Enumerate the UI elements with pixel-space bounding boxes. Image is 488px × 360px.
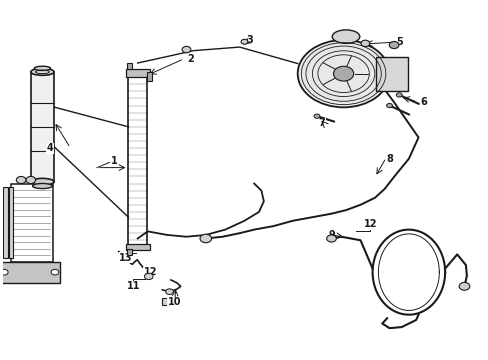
Text: 1: 1: [110, 156, 117, 166]
Text: 12: 12: [363, 219, 376, 229]
Ellipse shape: [31, 178, 54, 185]
Bar: [0, 261, 60, 283]
Ellipse shape: [34, 66, 50, 71]
Bar: [125, 244, 149, 250]
Circle shape: [241, 39, 247, 44]
Circle shape: [0, 269, 8, 275]
Text: 5: 5: [395, 37, 402, 47]
Circle shape: [388, 41, 398, 49]
Bar: [9, 187, 13, 258]
Circle shape: [326, 235, 336, 242]
Circle shape: [51, 269, 59, 275]
Bar: [125, 69, 149, 77]
Text: 9: 9: [327, 230, 334, 240]
Text: 8: 8: [386, 154, 392, 164]
Bar: [31, 72, 54, 182]
Bar: [128, 70, 146, 247]
Ellipse shape: [331, 30, 359, 43]
Circle shape: [182, 46, 190, 53]
Circle shape: [458, 283, 469, 290]
Text: 6: 6: [419, 97, 426, 107]
Circle shape: [333, 66, 353, 81]
Ellipse shape: [33, 184, 52, 189]
Bar: [11, 184, 53, 261]
Polygon shape: [375, 57, 407, 90]
Circle shape: [395, 93, 401, 97]
Bar: [126, 63, 132, 69]
Ellipse shape: [31, 68, 54, 75]
Bar: [162, 298, 179, 305]
Text: 2: 2: [186, 54, 193, 64]
Text: 13: 13: [119, 253, 133, 263]
Circle shape: [386, 103, 392, 108]
Circle shape: [200, 234, 211, 243]
Bar: [3, 187, 8, 258]
Text: 3: 3: [245, 35, 252, 45]
Text: 10: 10: [167, 297, 181, 307]
Circle shape: [297, 40, 389, 107]
Bar: [126, 249, 132, 255]
Text: 12: 12: [143, 267, 157, 277]
Bar: [146, 72, 151, 81]
Circle shape: [360, 40, 369, 46]
Circle shape: [26, 176, 36, 184]
Circle shape: [16, 176, 26, 184]
Circle shape: [313, 114, 319, 118]
Text: 4: 4: [47, 143, 53, 153]
Text: 7: 7: [318, 118, 325, 128]
Text: 11: 11: [126, 281, 140, 291]
Circle shape: [165, 289, 173, 294]
Circle shape: [144, 273, 153, 280]
